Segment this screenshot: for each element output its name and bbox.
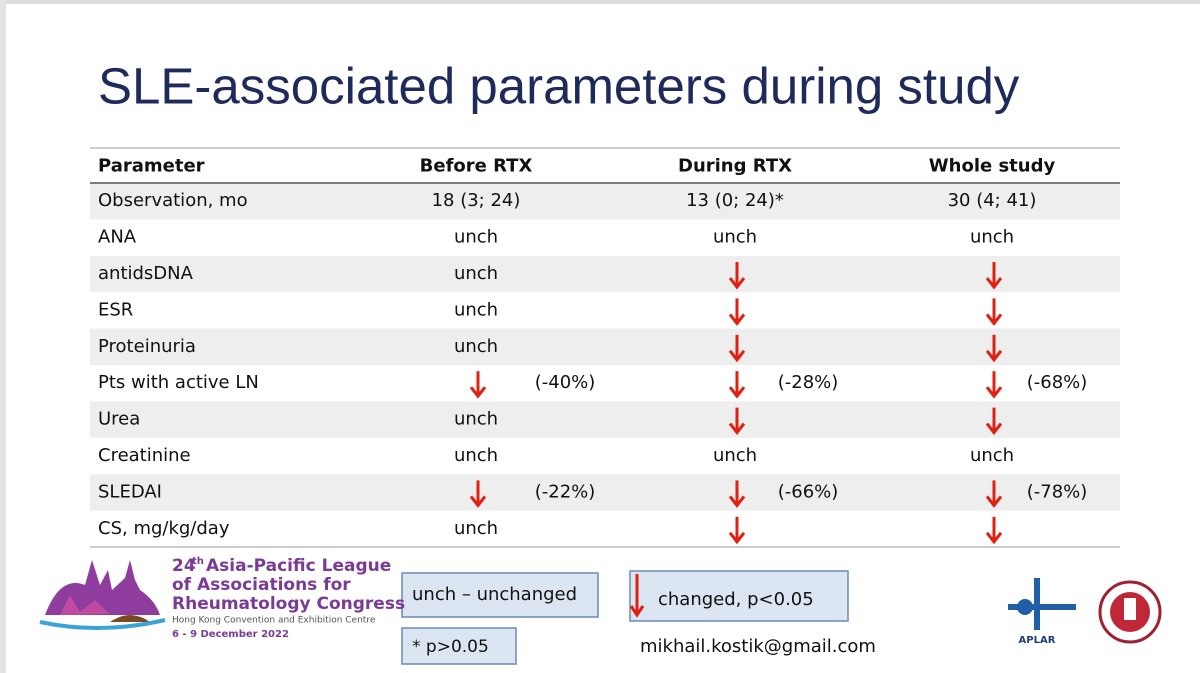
arrow-head <box>728 277 746 290</box>
decrease-arrow <box>985 371 1003 399</box>
row-shade <box>90 328 1120 365</box>
row-shade <box>90 183 1120 220</box>
congress-line: Asia-Pacific League <box>206 556 391 576</box>
decrease-arrow <box>728 298 746 326</box>
slide-title: SLE-associated parameters during study <box>98 57 1020 114</box>
legend-box <box>401 627 517 665</box>
column-header: Parameter <box>98 156 205 177</box>
decrease-arrow <box>985 262 1003 290</box>
decrease-arrow <box>728 262 746 290</box>
legend-changed: changed, p<0.05 <box>658 589 814 610</box>
cell-note: (-78%) <box>1027 481 1088 502</box>
row-label: antidsDNA <box>98 263 194 284</box>
legend-arrow <box>629 574 645 618</box>
decrease-arrow <box>469 371 487 399</box>
cell: unch <box>454 263 498 284</box>
cell-note: (-40%) <box>535 372 596 393</box>
cell: unch <box>454 227 498 248</box>
decrease-arrow <box>728 407 746 436</box>
cell: 30 (4; 41) <box>948 190 1037 211</box>
column-header: Before RTX <box>420 156 533 177</box>
screen-edge <box>0 0 1200 4</box>
arrow-head <box>728 386 746 399</box>
row-label: Observation, mo <box>98 190 248 211</box>
arrow-head <box>985 386 1003 399</box>
row-label: Creatinine <box>98 445 191 466</box>
decrease-arrow <box>728 334 746 363</box>
decrease-arrow <box>985 334 1003 363</box>
aplar-text: APLAR <box>1019 635 1056 646</box>
decrease-arrow <box>728 516 746 545</box>
arrow-head <box>985 531 1003 545</box>
cell: unch <box>454 518 498 539</box>
row-label: Pts with active LN <box>98 372 259 393</box>
arrow-head <box>728 495 746 508</box>
society-logo <box>1098 580 1162 644</box>
legend-box <box>629 570 849 622</box>
congress-suffix: th <box>192 556 204 567</box>
arrow-head <box>728 349 746 363</box>
email: mikhail.kostik@gmail.com <box>640 636 876 657</box>
cell: unch <box>713 445 757 466</box>
cell: unch <box>970 227 1014 248</box>
cell-note: (-22%) <box>535 481 596 502</box>
decrease-arrow <box>985 407 1003 436</box>
aplar-logo: APLAR <box>1008 578 1076 646</box>
row-label: CS, mg/kg/day <box>98 518 230 539</box>
row-label: ANA <box>98 227 137 248</box>
row-label: ESR <box>98 299 133 320</box>
arrow-head <box>728 531 746 545</box>
column-header: During RTX <box>678 156 792 177</box>
cell: unch <box>454 336 498 357</box>
cell: 13 (0; 24)* <box>686 190 784 211</box>
arrow-head <box>985 422 1003 436</box>
row-shade <box>90 255 1120 293</box>
congress-logo: 24 th Asia-Pacific League of Association… <box>39 556 405 640</box>
decrease-arrow <box>985 298 1003 326</box>
row-shade <box>90 401 1120 438</box>
decrease-arrow <box>985 480 1003 508</box>
arrow-head <box>469 495 487 508</box>
cell-note: (-66%) <box>778 481 839 502</box>
cell: unch <box>454 409 498 430</box>
cell: unch <box>454 445 498 466</box>
arrow-head <box>728 422 746 436</box>
legend-box <box>401 572 599 618</box>
decrease-arrow <box>728 480 746 508</box>
arrow-head <box>728 313 746 326</box>
cell: unch <box>454 299 498 320</box>
arrow-head <box>985 495 1003 508</box>
cell: unch <box>970 445 1014 466</box>
cell: 18 (3; 24) <box>432 190 521 211</box>
congress-dates: 6 - 9 December 2022 <box>172 629 289 640</box>
row-label: Urea <box>98 409 140 430</box>
column-header: Whole study <box>929 156 1056 177</box>
table: Parameter Before RTX During RTX Whole study… <box>90 147 1120 548</box>
row-shade <box>90 474 1120 511</box>
arrow-head <box>985 313 1003 326</box>
congress-venue: Hong Kong Convention and Exhibition Cent… <box>172 616 376 626</box>
arrow-head <box>985 277 1003 290</box>
cell-note: (-28%) <box>778 372 839 393</box>
arrow-head <box>985 349 1003 363</box>
congress-number: 24 <box>172 556 196 576</box>
congress-line: of Associations for <box>172 575 351 595</box>
row-label: SLEDAI <box>98 481 162 502</box>
arrow-head <box>469 386 487 399</box>
cell: unch <box>713 227 757 248</box>
row-label: Proteinuria <box>98 336 196 357</box>
screen-edge <box>0 0 6 673</box>
decrease-arrow <box>728 371 746 399</box>
decrease-arrow <box>985 516 1003 545</box>
decrease-arrow <box>469 480 487 508</box>
congress-line: Rheumatology Congress <box>172 594 405 614</box>
cell-note: (-68%) <box>1027 372 1088 393</box>
legend-footnote: * p>0.05 <box>412 637 489 657</box>
legend-unchanged: unch – unchanged <box>412 584 577 605</box>
